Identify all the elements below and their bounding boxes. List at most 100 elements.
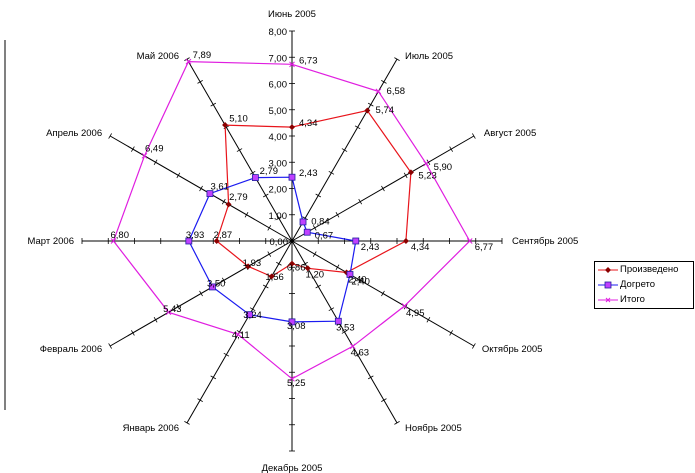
tick-mark [267,225,272,231]
legend-item-series-2: Догрето [595,278,693,292]
tick-mark [367,102,374,107]
tick-mark [312,251,317,257]
data-point [407,169,414,176]
tick-mark [197,398,203,402]
data-label: 1,93 [243,258,262,269]
tick-mark [131,146,135,152]
tick-mark [315,284,322,289]
tick-mark [262,284,269,289]
data-point [299,218,307,226]
category-label: Ноябрь 2005 [405,423,462,434]
data-point [288,173,296,181]
tick-mark [302,261,308,266]
tick-mark [358,277,363,284]
data-label: 6,49 [145,144,164,155]
tick-mark [176,303,181,310]
data-label: 3,08 [287,321,306,332]
legend-marker-x-icon [598,297,618,303]
tick-mark [197,80,203,84]
data-point [289,260,295,267]
tick-mark [131,330,135,336]
data-point [185,58,192,65]
data-label: 2,40 [348,275,367,286]
tick-mark [341,148,348,152]
data-point [466,238,473,244]
category-label: Май 2006 [137,51,179,62]
tick-mark [199,290,203,297]
data-label: 4,34 [411,242,430,253]
data-label: 4,95 [406,308,425,319]
tick-mark [381,398,387,402]
data-point [352,237,360,245]
data-label: 4,11 [232,330,250,341]
data-label: 2,43 [361,242,380,253]
data-label: 5,74 [376,105,395,116]
data-label: 0,67 [315,230,334,241]
data-point [303,228,311,236]
tick-mark [328,170,335,175]
data-point [268,273,275,280]
data-label: 3,53 [336,323,355,334]
radial-tick-label: 4,00 [269,132,288,143]
data-point [110,238,117,244]
tick-mark [262,193,269,198]
category-label: Апрель 2006 [46,128,102,139]
tick-mark [449,146,453,152]
data-point [246,311,253,319]
data-point [206,190,214,198]
data-label: 3,24 [243,310,262,321]
data-point [209,283,216,291]
data-point [289,61,295,68]
tick-mark [249,307,256,312]
data-label: 6,73 [299,55,318,66]
data-point [364,107,371,114]
data-point [401,303,408,309]
data-label: 4,63 [351,348,370,359]
tick-mark [315,193,322,198]
data-label: 0,84 [311,216,330,227]
tick-mark [335,211,340,218]
tick-mark [367,375,374,380]
tick-mark [184,57,190,61]
tick-mark [472,343,476,349]
data-label: 5,43 [163,304,182,315]
tick-mark [394,421,400,425]
data-point [288,318,296,326]
tick-mark [394,57,400,61]
tick-mark [354,352,361,357]
tick-mark [312,225,317,231]
radial-tick-label: 7,00 [269,53,288,64]
radial-tick-label: 3,00 [269,158,288,169]
category-label: Сентябрь 2005 [512,236,578,247]
tick-mark [381,80,387,84]
data-label: 4,34 [299,118,318,129]
tick-mark [108,343,112,349]
data-label: 3,93 [186,230,205,241]
data-point [235,331,241,338]
data-point [402,238,409,244]
tick-mark [335,264,340,271]
data-point [185,237,193,245]
tick-mark [176,172,181,179]
data-point [289,375,295,382]
tick-mark [276,261,282,266]
data-label: 2,79 [229,192,248,203]
tick-mark [244,211,249,218]
tick-mark [236,330,243,334]
legend-marker-square-icon [598,281,618,289]
data-label: 5,10 [229,114,248,125]
tick-mark [381,185,385,192]
tick-mark [358,198,363,205]
tick-mark [236,148,243,152]
data-label: 5,23 [418,171,437,182]
tick-mark [249,170,256,175]
data-label: 1,56 [265,272,284,283]
legend-marker-diamond-icon [598,267,618,273]
radial-tick-label: 5,00 [269,106,288,117]
legend-item-series-1: Произведено [595,263,693,277]
data-point [334,317,342,325]
data-label: 6,80 [111,230,130,241]
tick-mark [184,421,190,425]
series-line [188,176,357,323]
data-label: 6,58 [387,86,406,97]
